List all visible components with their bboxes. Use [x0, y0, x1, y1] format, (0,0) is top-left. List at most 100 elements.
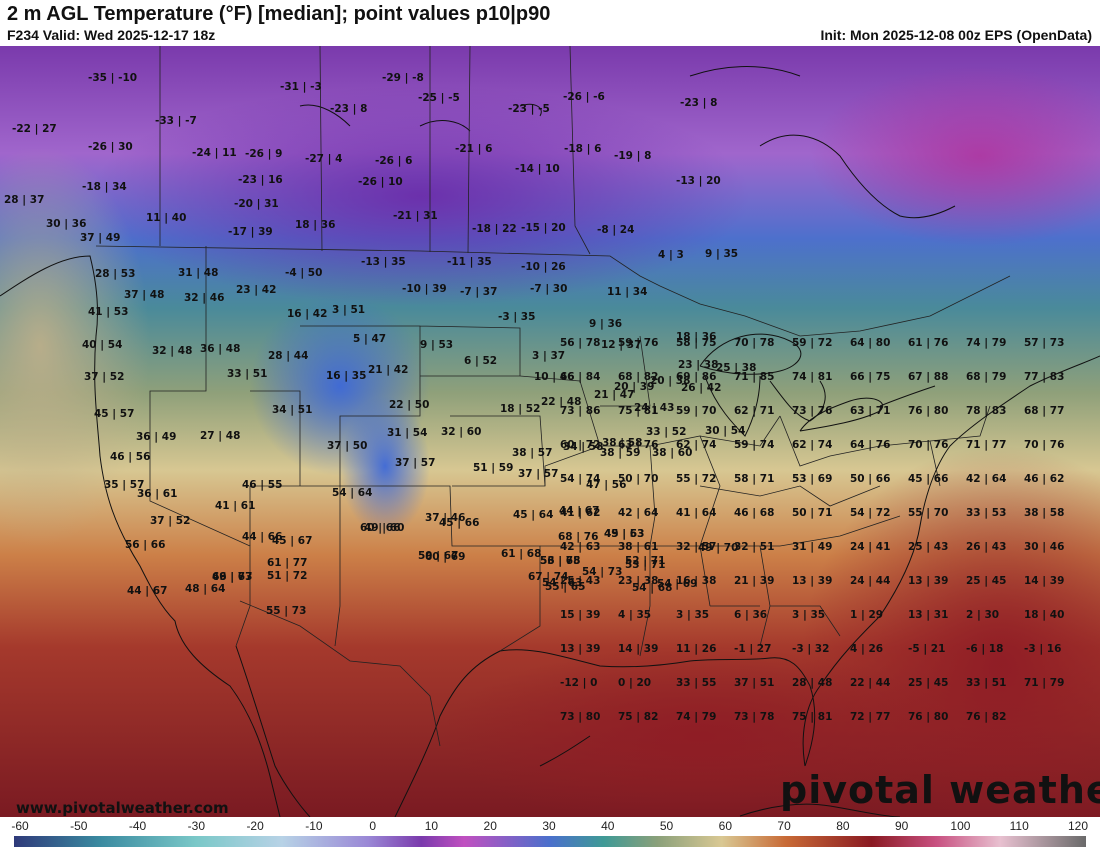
point-value-label: 60 | 72 [560, 439, 600, 451]
point-value-label: -13 | 20 [676, 175, 721, 187]
point-value-label: 55 | 65 [545, 581, 585, 593]
point-value-label: 61 | 68 [501, 548, 541, 560]
point-value-label: 57 | 73 [1024, 337, 1064, 349]
point-value-label: 14 | 39 [1024, 575, 1064, 587]
point-value-label: 37 | 48 [124, 289, 164, 301]
point-value-label: 11 | 34 [607, 286, 647, 298]
point-value-label: 22 | 50 [389, 399, 429, 411]
point-value-label: -10 | 26 [521, 261, 566, 273]
point-value-label: 61 | 76 [908, 337, 948, 349]
point-value-label: 54 | 74 [560, 473, 600, 485]
point-value-label: 74 | 79 [676, 711, 716, 723]
point-value-label: 3 | 35 [676, 609, 709, 621]
point-value-label: 55 | 70 [908, 507, 948, 519]
point-value-label: -23 | -5 [508, 103, 550, 115]
point-value-label: -10 | 39 [402, 283, 447, 295]
canada-cold-pool [90, 86, 750, 306]
point-value-label: 11 | 40 [146, 212, 186, 224]
point-value-label: 31 | 54 [387, 427, 427, 439]
point-value-label: 23 | 38 [618, 575, 658, 587]
point-value-label: 59 | 70 [676, 405, 716, 417]
point-value-label: -26 | 10 [358, 176, 403, 188]
point-value-label: -19 | 8 [614, 150, 651, 162]
point-value-label: 75 | 82 [618, 711, 658, 723]
point-value-label: 63 | 71 [850, 405, 890, 417]
point-value-label: -24 | 11 [192, 147, 237, 159]
point-value-label: 61 | 77 [267, 557, 307, 569]
point-value-label: -23 | 8 [680, 97, 717, 109]
point-value-label: 28 | 48 [792, 677, 832, 689]
point-value-label: 30 | 36 [46, 218, 86, 230]
point-value-label: 68 | 77 [1024, 405, 1064, 417]
rockies-cold-zone-south [340, 396, 430, 536]
point-value-label: 72 | 77 [850, 711, 890, 723]
point-value-label: 37 | 50 [327, 440, 367, 452]
point-value-label: 37 | 57 [395, 457, 435, 469]
point-value-label: 38 | 60 [652, 447, 692, 459]
point-value-label: 18 | 40 [1024, 609, 1064, 621]
point-value-label: 42 | 64 [966, 473, 1006, 485]
point-value-label: -14 | 10 [515, 163, 560, 175]
point-value-label: -25 | -5 [418, 92, 460, 104]
website-url: www.pivotalweather.com [16, 799, 229, 817]
point-value-label: 46 | 55 [242, 479, 282, 491]
point-value-label: 36 | 49 [136, 431, 176, 443]
point-value-label: 48 | 64 [185, 583, 225, 595]
point-value-label: 33 | 55 [676, 677, 716, 689]
point-value-label: -21 | 31 [393, 210, 438, 222]
point-value-label: 73 | 78 [734, 711, 774, 723]
point-value-label: 4 | 26 [850, 643, 883, 655]
point-value-label: 51 | 72 [267, 570, 307, 582]
point-value-label: 49 | 67 [212, 571, 252, 583]
point-value-label: 67 | 88 [908, 371, 948, 383]
point-value-label: 68 | 82 [618, 371, 658, 383]
point-value-label: 68 | 79 [966, 371, 1006, 383]
colorbar-tick-label: 30 [542, 819, 556, 833]
point-value-label: -3 | 32 [792, 643, 829, 655]
point-value-label: -33 | -7 [155, 115, 197, 127]
point-value-label: 55 | 73 [266, 605, 306, 617]
colorbar-tick-label: 90 [894, 819, 909, 833]
point-value-label: -7 | 30 [530, 283, 567, 295]
colorbar-tick-label: 20 [483, 819, 497, 833]
point-value-label: 45 | 66 [439, 517, 479, 529]
point-value-label: -22 | 27 [12, 123, 57, 135]
point-value-label: 70 | 76 [908, 439, 948, 451]
point-value-label: 75 | 81 [618, 405, 658, 417]
point-value-label: 34 | 51 [272, 404, 312, 416]
point-value-label: 30 | 46 [1024, 541, 1064, 553]
point-value-label: 18 | 36 [295, 219, 335, 231]
point-value-label: 62 | 74 [676, 439, 716, 451]
point-value-label: -20 | 31 [234, 198, 279, 210]
point-value-label: 32 | 60 [441, 426, 481, 438]
point-value-label: 54 | 72 [850, 507, 890, 519]
colorbar-tick-label: 100 [950, 819, 971, 833]
point-value-label: 18 | 36 [676, 331, 716, 343]
point-value-label: -3 | 16 [1024, 643, 1061, 655]
point-value-label: -26 | 6 [375, 155, 412, 167]
colorbar-tick-label: 110 [1009, 819, 1029, 833]
point-value-label: -26 | 30 [88, 141, 133, 153]
point-value-label: 59 | 76 [618, 337, 658, 349]
point-value-label: -1 | 27 [734, 643, 771, 655]
point-value-label: 13 | 39 [560, 643, 600, 655]
point-value-label: 33 | 51 [966, 677, 1006, 689]
colorbar-tick-label: 120 [1067, 819, 1089, 833]
point-value-label: -13 | 35 [361, 256, 406, 268]
point-value-label: 66 | 84 [560, 371, 600, 383]
point-value-label: -21 | 6 [455, 143, 492, 155]
point-value-label: -4 | 50 [285, 267, 322, 279]
point-value-label: 42 | 64 [618, 507, 658, 519]
point-value-label: 21 | 39 [734, 575, 774, 587]
point-value-label: 78 | 83 [966, 405, 1006, 417]
point-value-label: 63 | 76 [618, 439, 658, 451]
point-value-label: 50 | 70 [618, 473, 658, 485]
point-value-label: 60 | 66 [360, 522, 400, 534]
point-value-label: 28 | 53 [95, 268, 135, 280]
point-value-label: -17 | 39 [228, 226, 273, 238]
point-value-label: 53 | 69 [792, 473, 832, 485]
point-value-label: 64 | 80 [850, 337, 890, 349]
political-borders [95, 46, 1011, 747]
point-value-label: 5 | 47 [353, 333, 386, 345]
point-value-label: 70 | 76 [1024, 439, 1064, 451]
